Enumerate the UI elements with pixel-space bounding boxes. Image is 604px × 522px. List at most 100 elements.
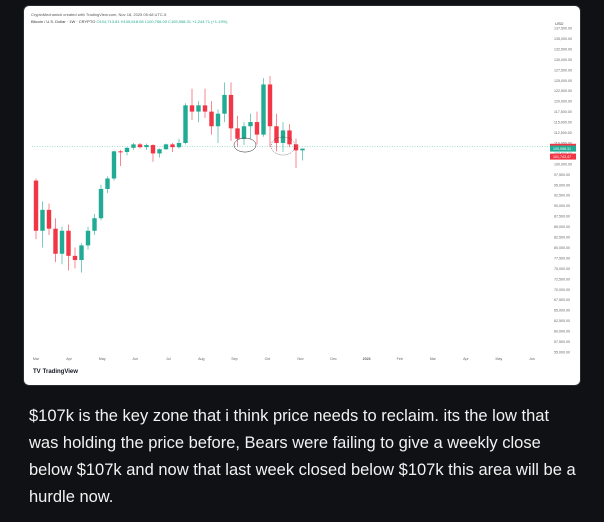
y-tick-label: 130,000.00 [554,58,572,62]
candle-body [222,94,227,114]
y-tick-label: 87,500.00 [554,215,570,219]
tradingview-brand: TV TradingView [33,369,78,375]
candle-body [105,178,110,189]
ohlc-values: O104,713.81 H105,618.08 L100,756.00 C105… [96,19,228,24]
candle-body [144,145,149,148]
x-tick-label: Jun [529,357,535,361]
x-tick-label: Mar [33,357,40,361]
y-tick-label: 112,500.00 [554,131,572,135]
y-tick-label: 117,500.00 [554,110,572,114]
candle-body [176,142,182,148]
y-tick-label: 110,000.00 [554,141,572,145]
post-caption: $107k is the key zone that i think price… [29,407,576,506]
candle-body [53,228,58,254]
y-tick-label: 127,500.00 [554,68,572,72]
candle-body [261,84,266,135]
y-tick-label: 120,000.00 [554,100,572,104]
y-tick-label: 95,000.00 [554,183,570,187]
y-tick-label: 85,000.00 [554,225,570,229]
y-tick-label: 132,500.00 [554,47,572,51]
candle-body [150,145,156,154]
candle-body [72,255,78,261]
candle-body [92,218,97,231]
candle-body [118,151,123,153]
candle-body [46,209,52,229]
y-tick-label: 77,500.00 [554,256,570,260]
y-tick-label: 122,500.00 [554,89,572,93]
x-tick-label: Sep [231,357,237,361]
annotation-circle [233,137,257,153]
candle-body [33,180,39,231]
chart-source-line: CryptoMechanic# created with TradingView… [31,12,167,17]
candle-body [287,130,292,145]
candle-body [274,126,279,143]
x-tick-label: Apr [66,357,72,361]
candle-body [170,144,175,148]
price-label-box [550,153,576,160]
currency-label: USD [555,21,564,26]
x-tick-label: Jul [166,357,171,361]
y-tick-label: 97,500.00 [554,173,570,177]
y-tick-label: 115,000.00 [554,121,572,125]
price-label: 105,958.31 [553,147,571,151]
candle-body [202,105,208,112]
tradingview-brand-name: TradingView [42,369,78,375]
candlestick-chart: 137,500.00 135,000.00 132,500.00 130,000.00… [32,27,576,361]
x-tick-label: Oct [265,357,271,361]
x-tick-label: Jun [132,357,138,361]
candle-body [228,94,234,129]
price-label-box [550,145,576,152]
chart-symbol-line: Bitcoin / U.S. Dollar · 1W · CRYPTO O104… [31,19,227,24]
x-tick-label: May [99,357,106,361]
y-tick-label: 65,000.00 [554,309,570,313]
x-tick-label: Aug [198,357,204,361]
y-tick-label: 60,000.00 [554,330,570,334]
y-tick-label: 72,500.00 [554,277,570,281]
y-tick-label: 135,000.00 [554,37,572,41]
x-tick-label: Dec [330,357,337,361]
candle-body [59,230,65,254]
candle-body [85,230,91,246]
candle-body [124,147,130,153]
candle-body [131,144,136,148]
candle-body [241,126,247,139]
candle-body [280,130,286,143]
candle-body [300,148,305,151]
y-tick-label: 62,500.00 [554,319,570,323]
x-tick-label: Nov [297,357,304,361]
symbol-name: Bitcoin / U.S. Dollar · 1W · CRYPTO [31,19,96,24]
x-tick-label: Apr [463,357,469,361]
candle-body [137,144,143,148]
candle-body [254,122,260,135]
candle-body [189,105,195,112]
y-tick-label: 90,000.00 [554,204,570,208]
candle-body [215,113,221,127]
y-tick-label: 75,000.00 [554,267,570,271]
chart-card: CryptoMechanic# created with TradingView… [23,5,581,386]
y-tick-label: 125,000.00 [554,79,572,83]
y-tick-label: 100,000.00 [554,162,572,166]
x-tick-label: Feb [397,357,403,361]
candle-body [163,144,169,150]
candle-body [235,128,240,139]
candle-body [157,149,162,154]
y-tick-label: 80,000.00 [554,246,570,250]
candle-body [40,209,45,231]
y-tick-label: 137,500.00 [554,27,572,31]
candle-body [267,84,273,127]
y-tick-label: 67,500.00 [554,298,570,302]
x-tick-label: Mar [430,357,437,361]
y-tick-label: 92,500.00 [554,194,570,198]
candle-body [196,105,201,112]
annotation-circle [270,136,296,156]
y-tick-label: 55,000.00 [554,351,570,355]
y-tick-label: 82,500.00 [554,236,570,240]
candle-body [79,245,84,261]
price-label: 101,743.47 [553,155,571,159]
candle-body [98,188,104,219]
y-tick-label: 70,000.00 [554,288,570,292]
candle-body [293,144,299,151]
candle-body [111,151,117,179]
x-tick-label: May [496,357,503,361]
candle-body [183,105,188,143]
